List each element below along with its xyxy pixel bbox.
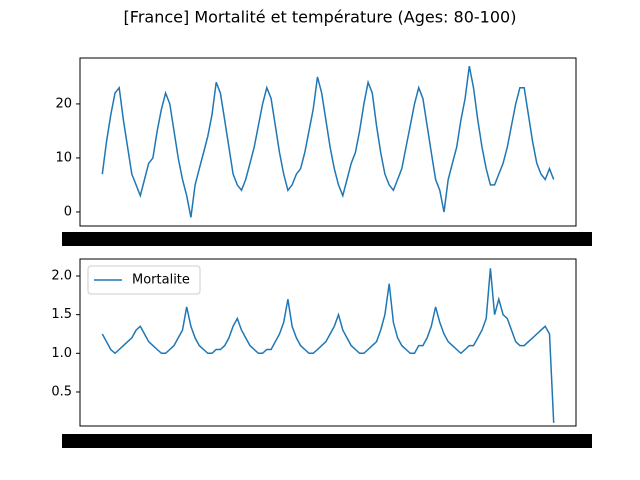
x-tick-label-band	[62, 232, 592, 246]
legend-label: Mortalite	[132, 273, 190, 288]
axes-frame	[79, 57, 577, 227]
y-tick-label: 0.5	[51, 384, 72, 399]
data-line	[101, 65, 555, 218]
y-tick-label: 1.0	[51, 346, 72, 361]
y-tick-label: 20	[55, 96, 72, 111]
x-tick-label-band	[62, 434, 592, 448]
data-line	[101, 268, 555, 423]
y-tick-label: 10	[55, 150, 72, 165]
axes-frame	[79, 258, 577, 427]
y-tick-label: 2.0	[51, 269, 72, 284]
y-tick-label: 1.5	[51, 307, 72, 322]
legend-box	[87, 265, 201, 295]
y-tick-label: 0	[64, 204, 72, 219]
figure-title: [France] Mortalité et température (Ages:…	[124, 8, 517, 27]
